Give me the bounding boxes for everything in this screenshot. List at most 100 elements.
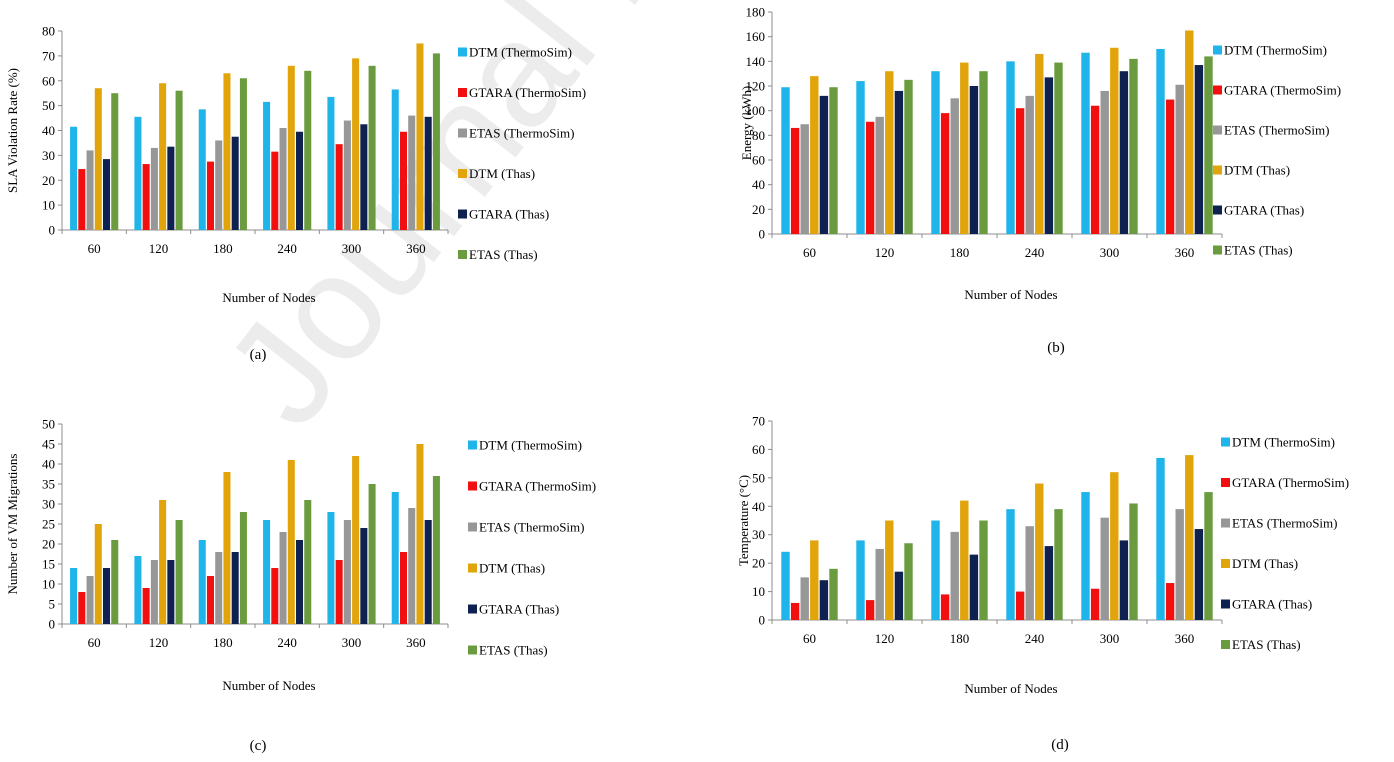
legend-label: ETAS (ThermoSim) [1232, 516, 1337, 531]
legend-label: ETAS (Thas) [469, 247, 538, 262]
x-axis-title: Number of Nodes [222, 678, 315, 693]
chart-panel-3: 0 10 20 30 40 50 60 70 60 120 180 240 300 360 Temperat… [736, 414, 1349, 754]
y-tick-label: 0 [49, 617, 56, 632]
bar [810, 76, 819, 234]
bar [78, 169, 86, 230]
x-tick-label: 120 [149, 241, 169, 256]
y-tick-label: 80 [42, 24, 55, 39]
bar [111, 93, 119, 230]
bar [343, 120, 351, 230]
bar [1119, 540, 1129, 620]
legend-label: GTARA (Thas) [479, 602, 559, 617]
legend-swatch [1221, 559, 1230, 568]
y-tick-label: 180 [746, 5, 766, 20]
bar [424, 520, 432, 624]
bar [969, 86, 979, 234]
bar [1129, 58, 1138, 234]
bar [150, 560, 158, 624]
panel-label: (c) [250, 738, 267, 754]
bar [1054, 62, 1063, 234]
bar [819, 580, 829, 620]
legend-swatch [468, 522, 477, 532]
y-axis-title: Number of VM Migrations [5, 454, 20, 595]
y-tick-label: 30 [42, 497, 55, 512]
bar [287, 65, 295, 230]
legend-label: GTARA (ThermoSim) [469, 85, 586, 100]
x-tick-label: 240 [277, 635, 297, 650]
legend-swatch [468, 481, 477, 491]
bar [1100, 517, 1109, 620]
bar [103, 159, 111, 230]
x-tick-label: 240 [277, 241, 297, 256]
bar [810, 540, 819, 620]
y-tick-label: 60 [752, 442, 765, 457]
bar [904, 543, 913, 620]
bar [239, 78, 247, 230]
legend-label: ETAS (Thas) [1232, 637, 1301, 652]
legend-swatch [468, 604, 477, 614]
y-tick-label: 0 [759, 613, 766, 628]
x-tick-label: 60 [88, 241, 101, 256]
y-tick-label: 40 [752, 177, 765, 192]
y-axis-title: Temperature (°C) [736, 475, 751, 566]
y-tick-label: 10 [42, 577, 55, 592]
bar [1175, 84, 1184, 235]
bar [1156, 49, 1165, 234]
bar [960, 500, 969, 620]
y-tick-label: 0 [759, 227, 766, 242]
panel-label: (a) [250, 347, 267, 363]
bar [1119, 71, 1129, 234]
chart-panel-0: 0 10 20 30 40 50 60 70 80 60 120 180 240 300 360 SLA Vi… [5, 24, 586, 364]
bar [134, 556, 142, 624]
bar [969, 554, 979, 620]
y-tick-label: 20 [42, 537, 55, 552]
bar [86, 150, 94, 230]
bar [296, 540, 304, 624]
legend-swatch [468, 645, 477, 655]
bar [263, 101, 271, 230]
x-axis-title: Number of Nodes [964, 287, 1057, 302]
legend-swatch [1221, 518, 1230, 528]
y-tick-label: 120 [746, 79, 766, 94]
legend-label: DTM (ThermoSim) [479, 438, 582, 453]
y-tick-label: 60 [42, 73, 55, 88]
bar [1204, 56, 1213, 235]
legend-label: ETAS (Thas) [479, 643, 548, 658]
bar [875, 548, 884, 620]
bar [950, 98, 959, 234]
legend: DTM (ThermoSim) GTARA (ThermoSim) ETAS (Th… [1213, 43, 1341, 258]
bar [399, 131, 407, 230]
bar [343, 520, 351, 624]
legend-label: DTM (ThermoSim) [469, 45, 572, 60]
bar [1194, 65, 1204, 235]
bar [142, 588, 150, 624]
y-axis-title: SLA Violation Rate (%) [5, 68, 20, 193]
bar [327, 96, 335, 230]
bar [360, 528, 368, 624]
y-tick-label: 45 [42, 437, 55, 452]
y-tick-label: 5 [49, 597, 56, 612]
bar [263, 520, 271, 624]
x-tick-label: 180 [950, 245, 970, 260]
legend-label: GTARA (Thas) [1224, 203, 1304, 218]
bar [865, 121, 875, 234]
bar [950, 531, 959, 620]
y-tick-label: 0 [49, 223, 56, 238]
bar [167, 146, 175, 230]
bar [1015, 591, 1025, 620]
legend-swatch [458, 250, 467, 259]
bar [287, 460, 295, 624]
bar [231, 552, 239, 624]
x-tick-label: 120 [149, 635, 169, 650]
y-tick-label: 40 [42, 123, 55, 138]
bar [175, 90, 183, 230]
bar [865, 600, 875, 620]
bar [94, 88, 102, 231]
y-tick-label: 40 [752, 499, 765, 514]
bar [800, 124, 809, 234]
y-tick-label: 35 [42, 477, 55, 492]
bar [327, 512, 335, 624]
legend: DTM (ThermoSim) GTARA (ThermoSim) ETAS (Th… [458, 45, 586, 262]
bar [86, 576, 94, 624]
x-tick-label: 180 [213, 241, 233, 256]
